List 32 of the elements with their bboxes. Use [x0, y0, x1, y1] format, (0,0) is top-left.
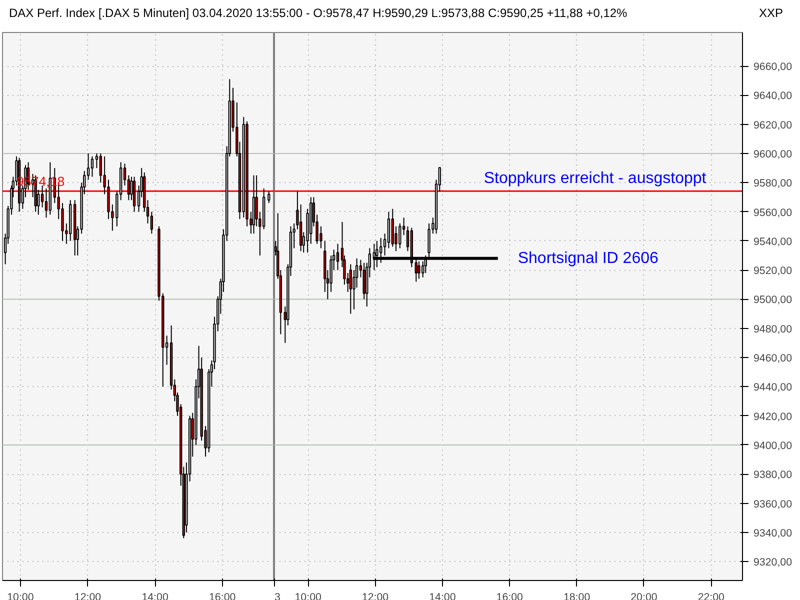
- y-tick-label: 9640,00: [754, 90, 792, 102]
- y-tick-label: 9320,00: [754, 556, 792, 569]
- y-tick-label: 9620,00: [754, 119, 792, 132]
- y-tick-label: 9440,00: [754, 382, 792, 394]
- candlestick: [90, 156, 94, 178]
- annotation: Stoppkurs erreicht - ausgstoppt: [484, 170, 707, 188]
- candlestick: [387, 211, 390, 249]
- y-tick-label: 9340,00: [754, 527, 792, 540]
- y-tick-label: 9460,00: [754, 352, 792, 365]
- text: DAX Perf. Index [.DAX 5 Minuten] 03.04.2020 13:55:00 - O:9578,47 H:9590,29 L:9573,88 C:9590,25 +11,88 +0,12%: [9, 5, 628, 22]
- y-tick-label: 9560,00: [754, 206, 792, 219]
- y-tick-label: 9520,00: [754, 265, 792, 278]
- candlestick: [362, 262, 366, 300]
- y-tick-label: 9380,00: [754, 469, 792, 482]
- y-tick-label: 9400,00: [754, 440, 792, 452]
- y-tick-label: 9600,00: [754, 148, 792, 160]
- text: XXP: [759, 5, 784, 22]
- candlestick: [99, 152, 102, 184]
- candlestick: [150, 211, 154, 234]
- y-tick-label: 9540,00: [754, 236, 792, 248]
- y-tick-label: 9580,00: [754, 178, 792, 190]
- candlestick: [398, 222, 402, 249]
- y-tick-label: 9420,00: [754, 410, 792, 423]
- candlestick: [336, 243, 340, 271]
- series-label: Shortsignal ID 2606: [518, 250, 658, 267]
- candlestick: [349, 264, 352, 314]
- candlestick: [320, 226, 322, 249]
- y-tick-label: 9500,00: [754, 294, 792, 306]
- y-tick-label: 9480,00: [754, 323, 792, 336]
- y-tick-label: 9360,00: [754, 498, 792, 510]
- y-tick-label: 9660,00: [754, 61, 792, 74]
- candlestick: [268, 190, 270, 204]
